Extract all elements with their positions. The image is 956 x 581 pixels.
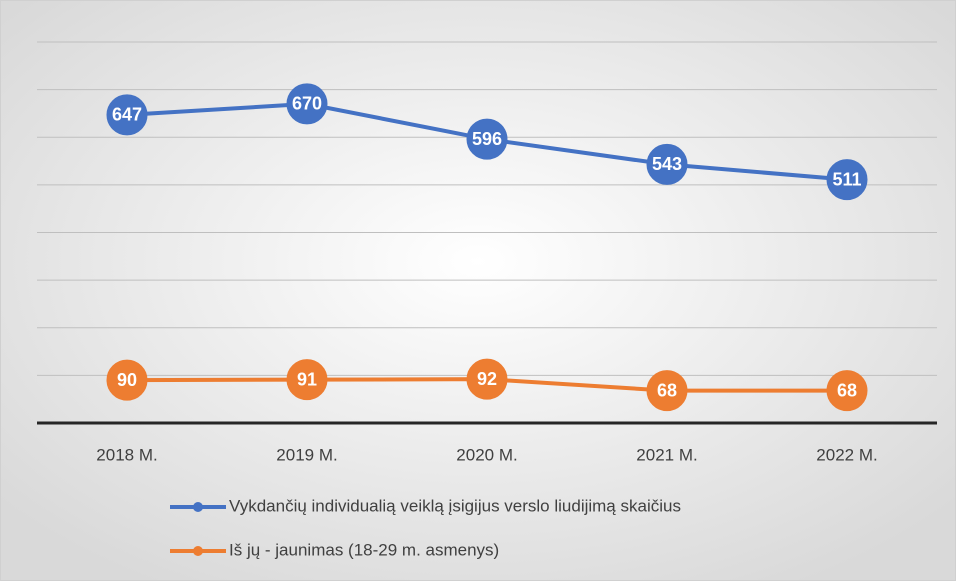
data-label: 647 — [112, 105, 142, 125]
legend-marker — [193, 502, 203, 512]
legend-label: Iš jų - jaunimas (18-29 m. asmenys) — [229, 540, 499, 559]
data-point — [646, 143, 688, 185]
data-point — [106, 359, 148, 401]
data-label: 670 — [292, 94, 322, 114]
x-tick-label: 2018 M. — [96, 445, 157, 464]
x-tick-label: 2021 M. — [636, 445, 697, 464]
data-label: 92 — [477, 369, 497, 389]
data-label: 68 — [657, 380, 677, 400]
legend-label: Vykdančių individualią veiklą įsigijus v… — [229, 496, 681, 515]
data-point — [106, 94, 148, 136]
data-label: 511 — [832, 169, 861, 189]
data-label: 596 — [472, 129, 502, 149]
data-point — [466, 118, 508, 160]
x-tick-label: 2022 M. — [816, 445, 877, 464]
data-point — [286, 359, 328, 401]
data-point — [826, 159, 868, 201]
legend-marker — [193, 546, 203, 556]
data-point — [286, 83, 328, 125]
data-label: 68 — [837, 380, 857, 400]
x-tick-label: 2020 M. — [456, 445, 517, 464]
data-label: 90 — [117, 370, 137, 390]
data-label: 91 — [297, 369, 317, 389]
data-point — [646, 370, 688, 412]
data-point — [826, 370, 868, 412]
data-point — [466, 358, 508, 400]
data-label: 543 — [652, 154, 682, 174]
x-tick-label: 2019 M. — [276, 445, 337, 464]
